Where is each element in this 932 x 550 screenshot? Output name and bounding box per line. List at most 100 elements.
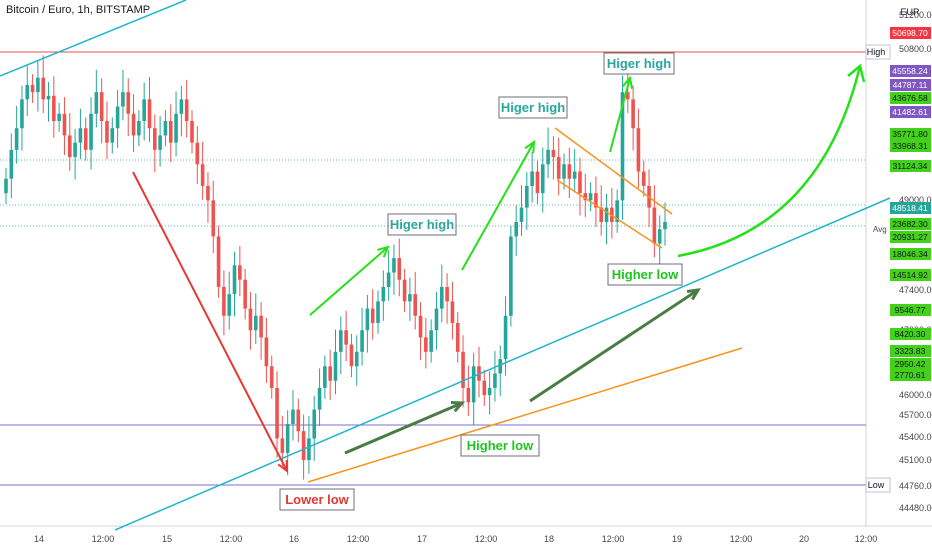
candle-body — [195, 142, 200, 165]
x-tick-label: 12:00 — [855, 534, 878, 544]
higher-low-label-2: Higher low — [467, 438, 534, 453]
price-tag-bg — [890, 79, 931, 91]
candle-body — [296, 409, 301, 432]
price-tag-bg — [890, 160, 931, 172]
candle-body — [450, 301, 455, 323]
candle-body — [530, 171, 534, 186]
candle-body — [179, 99, 184, 114]
x-tick-label: 12:00 — [730, 534, 753, 544]
candle-body — [323, 366, 327, 388]
candle-body — [615, 200, 619, 222]
upper-channel-line — [0, 0, 187, 77]
high-tag-box — [865, 44, 891, 60]
price-tag: 20931.27 — [892, 232, 928, 242]
dark-arrow-2 — [529, 288, 699, 403]
y-tick-label: 45400.00 — [899, 432, 932, 442]
y-tick-label: 51200.00 — [899, 10, 932, 20]
flag-lower-line — [556, 179, 663, 249]
price-tag-bg — [890, 345, 931, 357]
candle-body — [482, 380, 487, 396]
candle-body — [455, 323, 460, 352]
candle-body — [657, 229, 662, 244]
candle-body — [636, 128, 641, 172]
dark-arrow-1 — [344, 401, 463, 455]
x-tick-label: 12:00 — [475, 534, 498, 544]
candle-body — [333, 351, 338, 381]
higher-high-label-2-box — [498, 96, 568, 119]
candle-body — [62, 113, 67, 136]
candle-body — [551, 149, 556, 158]
price-tag: 2950.42 — [895, 359, 926, 369]
price-tag: 43676.58 — [892, 93, 928, 103]
candle-body — [445, 286, 449, 302]
candle-body — [599, 207, 604, 222]
higher-low-label-1: Higher low — [612, 267, 679, 282]
green-arrow-3-head — [622, 75, 634, 89]
candle-body — [620, 92, 625, 201]
candle-body — [540, 164, 545, 194]
candle-body — [110, 128, 115, 143]
candle-body — [365, 308, 370, 331]
currency-label: EUR — [900, 7, 920, 17]
candle-body — [519, 207, 524, 222]
candle-body — [328, 366, 332, 381]
candles — [4, 55, 667, 480]
candle-body — [317, 387, 322, 410]
candle-body — [275, 387, 279, 439]
trend-drawings — [0, 0, 891, 531]
candle-body — [418, 315, 423, 338]
y-tick-label: 49000.00 — [899, 195, 932, 205]
y-tick-label: 50800.00 — [899, 44, 932, 54]
price-tag-bg — [890, 218, 931, 230]
x-tick-label: 17 — [417, 534, 427, 544]
candle-body — [344, 330, 348, 345]
candle-body — [402, 279, 407, 302]
candle-body — [200, 164, 205, 186]
x-tick-label: 19 — [672, 534, 682, 544]
candle-body — [360, 330, 364, 352]
green-arrow-1 — [309, 246, 389, 316]
candle-body — [301, 431, 306, 461]
avg-tag: Avg — [873, 225, 887, 234]
candle-body — [349, 344, 354, 367]
candle-body — [99, 92, 104, 121]
candle-body — [89, 113, 93, 150]
low-tag: Low — [868, 480, 885, 490]
candle-body — [509, 236, 513, 316]
candle-body — [153, 128, 157, 150]
price-tag-bg — [890, 140, 931, 152]
candle-body — [253, 315, 258, 331]
candle-body — [248, 308, 253, 331]
price-tag: 35771.80 — [892, 129, 928, 139]
price-tag-bg — [890, 92, 931, 104]
candle-body — [105, 121, 109, 143]
price-tag-bg — [890, 369, 931, 381]
candle-body — [307, 438, 311, 461]
candle-body — [206, 185, 210, 201]
price-tag: 2770.61 — [895, 370, 926, 380]
high-tag: High — [867, 47, 886, 57]
price-tag-bg — [890, 328, 931, 340]
price-tag-bg — [890, 128, 931, 140]
candle-body — [556, 157, 561, 179]
green-arrow-2-head — [524, 139, 536, 154]
price-tag-bg — [890, 304, 931, 316]
candle-body — [227, 294, 232, 316]
candle-body — [604, 207, 609, 222]
candle-body — [381, 286, 386, 302]
price-tag: 18046.34 — [892, 249, 928, 259]
price-tag: 41482.61 — [892, 107, 928, 117]
candle-body — [126, 92, 131, 114]
y-tick-label: 45100.00 — [899, 455, 932, 465]
y-tick-label: 45700.00 — [899, 410, 932, 420]
higher-high-label-1-box — [387, 213, 457, 236]
candle-body — [9, 149, 14, 179]
candle-body — [392, 258, 396, 273]
candle-body — [184, 99, 189, 121]
candle-body — [243, 279, 247, 309]
price-tag-bg — [890, 27, 931, 39]
candle-body — [222, 286, 226, 316]
x-tick-label: 12:00 — [602, 534, 625, 544]
low-tag-box — [865, 477, 891, 493]
